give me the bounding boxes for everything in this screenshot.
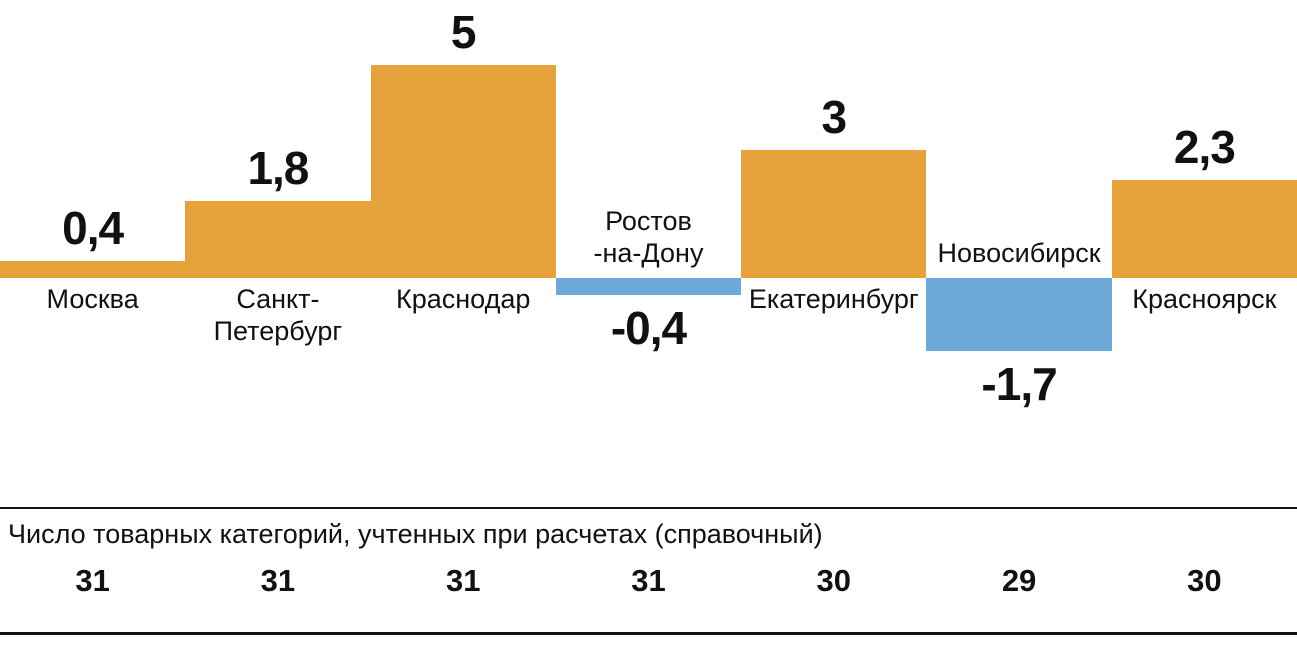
category-label: Москва <box>46 284 139 314</box>
bar-positive <box>1111 179 1297 278</box>
bar-negative <box>926 278 1112 351</box>
value-label: 5 <box>450 5 477 58</box>
chart-column: 2,3 Красноярск <box>1111 0 1297 505</box>
chart-column: -1,7 Новосибирск <box>926 0 1112 505</box>
bar-chart: 0,4 Москва 1,8 Санкт- Петербург 5 Краснодар -0… <box>0 0 1297 505</box>
category-label: Ростов -на-Дону <box>593 206 704 269</box>
reference-value: 31 <box>445 563 481 598</box>
value-label: 0,4 <box>62 201 124 254</box>
reference-values-row: 31 31 31 31 30 29 30 <box>0 563 1297 604</box>
bar-positive <box>0 260 186 278</box>
category-label: Екатеринбург <box>748 284 919 314</box>
bar-positive <box>370 64 556 278</box>
reference-value: 31 <box>260 563 296 598</box>
reference-value: 30 <box>1187 563 1222 598</box>
divider-top <box>0 507 1297 509</box>
value-label: -0,4 <box>610 302 687 355</box>
chart-column: 0,4 Москва <box>0 0 186 505</box>
bar-positive <box>741 149 927 278</box>
reference-value: 31 <box>631 563 666 598</box>
divider-bottom <box>0 632 1297 635</box>
reference-value: 31 <box>75 563 110 598</box>
reference-value: 29 <box>1001 563 1037 598</box>
category-label: Новосибирск <box>937 238 1101 269</box>
category-label: Красноярск <box>1132 284 1277 314</box>
value-label: 1,8 <box>247 142 309 195</box>
chart-column: -0,4 Ростов -на-Дону <box>555 0 742 505</box>
bar-negative <box>555 278 742 296</box>
category-label: Краснодар <box>396 284 531 314</box>
category-label: Санкт- Петербург <box>213 284 343 346</box>
reference-value: 30 <box>816 563 852 598</box>
value-label: 3 <box>821 90 847 143</box>
chart-column: 3 Екатеринбург <box>741 0 927 505</box>
value-label: -1,7 <box>981 357 1057 410</box>
reference-row-title: Число товарных категорий, учтенных при р… <box>8 519 823 549</box>
value-label: 2,3 <box>1173 120 1236 173</box>
bar-positive <box>185 201 371 278</box>
chart-column: 5 Краснодар <box>370 0 556 505</box>
chart-column: 1,8 Санкт- Петербург <box>185 0 371 505</box>
